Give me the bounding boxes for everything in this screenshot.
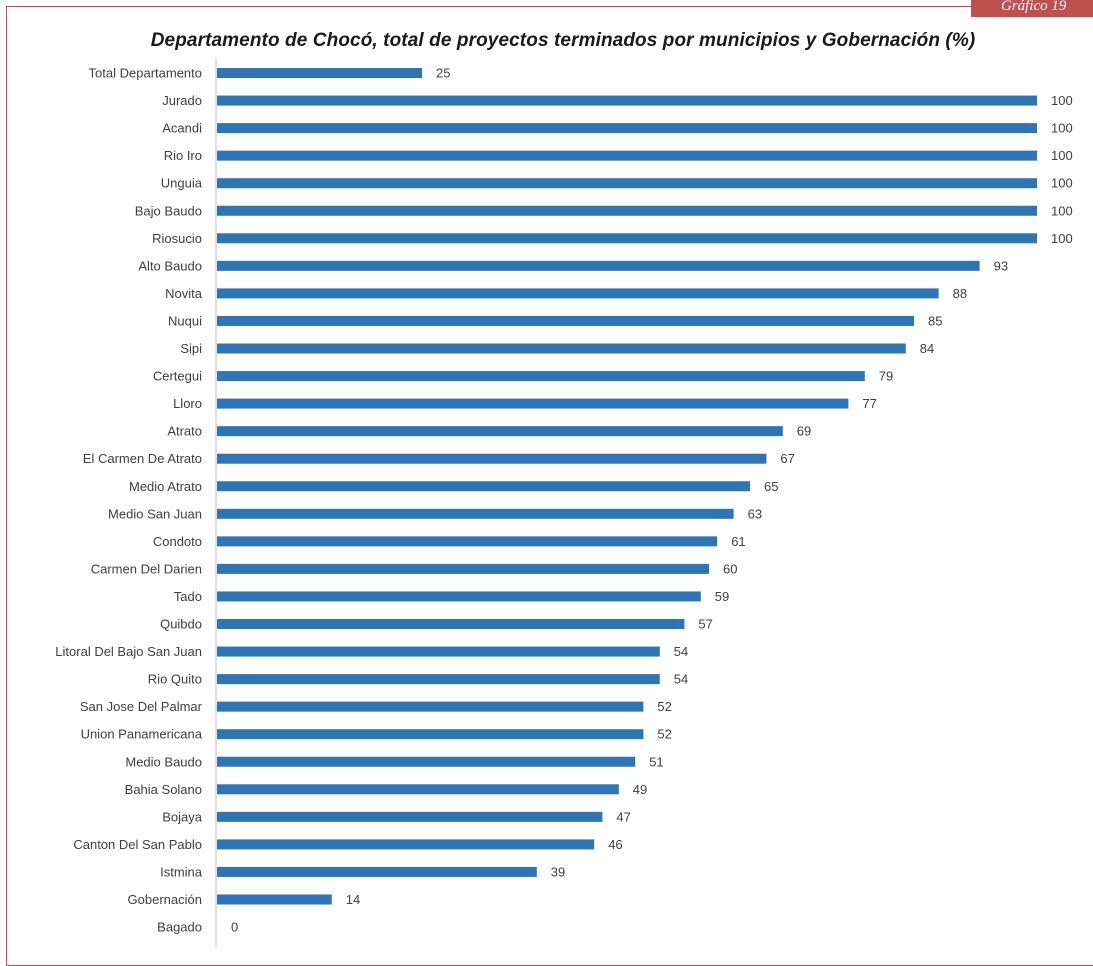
category-label: Nuqui: [168, 313, 202, 328]
data-label: 61: [731, 534, 745, 549]
data-label: 57: [698, 617, 712, 632]
data-label: 0: [231, 920, 238, 935]
data-label: 100: [1051, 148, 1073, 163]
data-label: 79: [879, 369, 893, 384]
bar: [217, 453, 767, 464]
bar: [217, 205, 1037, 216]
bar: [217, 233, 1037, 244]
category-label: Medio Atrato: [129, 479, 202, 494]
category-label: Acandi: [162, 121, 202, 136]
bar: [217, 811, 603, 822]
data-label: 60: [723, 561, 737, 576]
bar: [217, 839, 595, 850]
bar: [217, 481, 750, 492]
data-label: 100: [1051, 121, 1073, 136]
category-label: Istmina: [160, 864, 203, 879]
bar: [217, 619, 685, 629]
data-label: 100: [1051, 176, 1073, 191]
category-label: Medio Baudo: [125, 754, 202, 769]
data-label: 59: [715, 589, 729, 604]
bar: [217, 398, 849, 409]
category-label: El Carmen De Atrato: [83, 451, 202, 466]
data-label: 100: [1051, 93, 1073, 108]
category-label: Bagado: [157, 920, 202, 935]
data-label: 77: [862, 396, 876, 411]
bar: [217, 123, 1037, 134]
data-label: 84: [920, 341, 934, 356]
chart-title: Departamento de Chocó, total de proyecto…: [150, 30, 976, 51]
bar: [217, 563, 709, 574]
bar: [217, 95, 1037, 106]
data-label: 25: [436, 66, 450, 81]
category-label: Lloro: [173, 396, 202, 411]
bar: [217, 591, 701, 602]
data-label: 100: [1051, 231, 1073, 246]
category-label: Rio Iro: [164, 148, 202, 163]
bar: [217, 784, 619, 795]
category-label: Total Departamento: [89, 66, 202, 81]
category-label: Bahia Solano: [125, 782, 202, 797]
data-label: 39: [551, 864, 565, 879]
data-label: 46: [608, 837, 622, 852]
bar: [217, 315, 914, 326]
bar: [217, 756, 636, 767]
category-label: Carmen Del Darien: [91, 561, 202, 576]
category-label: San Jose Del Palmar: [80, 699, 203, 714]
bar: [217, 371, 865, 382]
category-label: Quibdo: [160, 617, 202, 632]
category-label: Jurado: [162, 93, 202, 108]
category-label: Alto Baudo: [138, 258, 202, 273]
bar: [217, 508, 734, 519]
data-label: 85: [928, 313, 942, 328]
category-label: Novita: [165, 286, 203, 301]
category-label: Gobernación: [128, 892, 202, 907]
data-label: 14: [346, 892, 360, 907]
bar: [217, 288, 939, 299]
data-label: 47: [616, 809, 630, 824]
bar: [217, 701, 644, 712]
bar: [217, 536, 718, 547]
bar: [217, 150, 1037, 161]
category-label: Rio Quito: [148, 672, 202, 687]
category-label: Atrato: [167, 424, 202, 439]
bar: [217, 674, 660, 685]
data-label: 88: [953, 286, 967, 301]
category-label: Riosucio: [152, 231, 202, 246]
category-label: Bojaya: [162, 809, 203, 824]
data-label: 69: [797, 424, 811, 439]
bar: [217, 426, 783, 437]
bar: [217, 260, 980, 271]
figure-badge: Gráfico 19: [971, 0, 1093, 17]
category-label: Tado: [174, 589, 202, 604]
data-label: 100: [1051, 203, 1073, 218]
bar: [217, 68, 422, 78]
data-label: 63: [748, 506, 762, 521]
category-label: Sipi: [180, 341, 202, 356]
bar: [217, 178, 1037, 189]
data-label: 65: [764, 479, 778, 494]
bar: [217, 646, 660, 657]
bar: [217, 866, 537, 877]
bar: [217, 343, 906, 354]
data-label: 52: [657, 727, 671, 742]
data-label: 49: [633, 782, 647, 797]
category-label: Medio San Juan: [108, 506, 202, 521]
data-label: 51: [649, 754, 663, 769]
category-label: Canton Del San Pablo: [73, 837, 202, 852]
category-label: Bajo Baudo: [135, 203, 202, 218]
category-label: Litoral Del Bajo San Juan: [55, 644, 202, 659]
data-label: 54: [674, 644, 688, 659]
category-label: Condoto: [153, 534, 202, 549]
data-label: 67: [780, 451, 794, 466]
data-label: 93: [994, 258, 1008, 273]
category-label: Union Panamericana: [81, 727, 203, 742]
category-label: Certegui: [153, 369, 202, 384]
bar: [217, 729, 644, 740]
data-label: 52: [657, 699, 671, 714]
bar: [217, 894, 332, 905]
data-label: 54: [674, 672, 688, 687]
category-label: Unguia: [161, 176, 203, 191]
